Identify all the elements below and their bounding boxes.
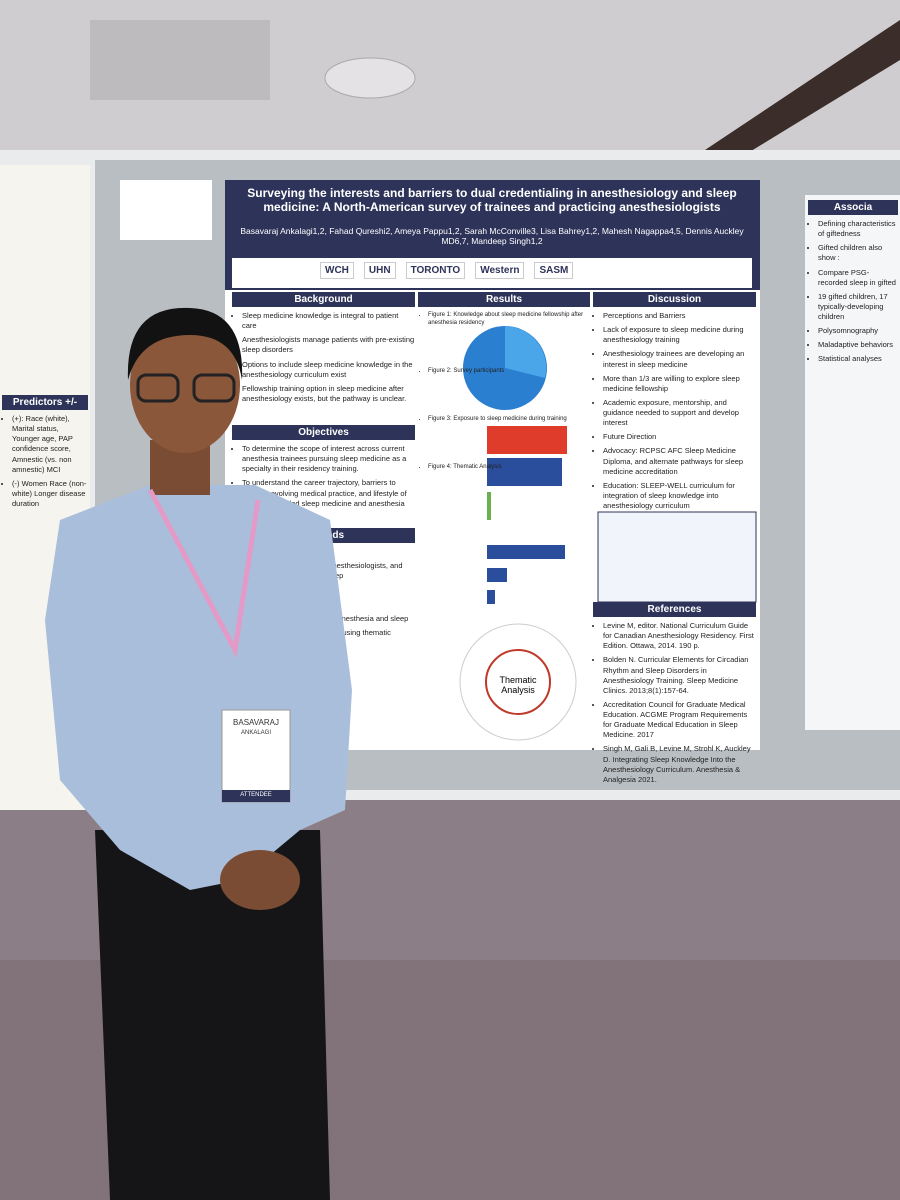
side-heading: Associa — [808, 200, 898, 215]
poster-section: Objectives To determine the scope of inte… — [232, 425, 415, 513]
hands — [220, 850, 300, 910]
side-item: (+): Race (white), Marital status, Young… — [12, 414, 88, 475]
hair — [127, 307, 243, 380]
side-item: 19 gifted children, 17 typically-develop… — [818, 292, 898, 322]
poster-authors: Basavaraj Ankalagi1,2, Fahad Qureshi2, A… — [240, 226, 744, 246]
section-item: Anesthesiology trainees are developing a… — [603, 349, 756, 369]
section-item: Accreditation Council for Graduate Medic… — [603, 700, 756, 741]
side-list: Defining characteristics of giftedness Gi… — [808, 219, 898, 365]
section-list: Levine M, editor. National Curriculum Gu… — [593, 621, 756, 785]
side-item: Polysomnography — [818, 326, 898, 336]
logo: WCH — [320, 262, 354, 279]
vent — [90, 20, 270, 100]
badge-band — [222, 790, 290, 802]
light — [324, 57, 416, 99]
section-heading: Results — [418, 292, 590, 307]
pie-slice — [505, 326, 547, 378]
poster-section: Results Figure 1: Knowledge about sleep m… — [418, 292, 590, 511]
logo: TORONTO — [405, 262, 466, 279]
section-item: Singh M, Gali B, Levine M, Strohl K, Auc… — [603, 744, 756, 785]
section-item: Levine M, editor. National Curriculum Gu… — [603, 621, 756, 651]
section-item: Perceptions and Barriers — [603, 311, 756, 321]
badge-role: ATTENDEE — [240, 792, 272, 798]
poster-section: Background Sleep medicine knowledge is in… — [232, 292, 415, 408]
section-item: Education: SLEEP-WELL curriculum for int… — [603, 481, 756, 511]
bar-deco — [487, 545, 565, 559]
logo: SASM — [534, 262, 574, 279]
section-item: Figure 3: Exposure to sleep medicine dur… — [428, 415, 590, 423]
logo: Western — [475, 262, 525, 279]
logo-strip — [232, 258, 752, 288]
side-item: (-) Women Race (non-white) Longer diseas… — [12, 479, 88, 509]
section-list: To determine the scope of interest acros… — [232, 444, 415, 509]
shirt — [45, 485, 352, 890]
face — [130, 317, 240, 453]
side-list: (+): Race (white), Marital status, Young… — [2, 414, 88, 509]
section-item: Fellowship training option in sleep medi… — [242, 384, 415, 404]
side-heading: Predictors +/- — [2, 395, 88, 410]
section-item: Academic exposure, mentorship, and guida… — [603, 398, 756, 428]
section-item: Figure 2: Survey participants — [428, 367, 590, 375]
bar-deco — [487, 568, 507, 582]
glasses — [192, 373, 236, 403]
side-item: Maladaptive behaviors — [818, 340, 898, 350]
left-poster-text: Predictors +/- (+): Race (white), Marital… — [2, 395, 88, 513]
trousers — [95, 830, 330, 1200]
side-item: Gifted children also show : — [818, 243, 898, 263]
badge — [221, 709, 291, 803]
glasses — [136, 373, 180, 403]
bar-deco — [487, 426, 567, 454]
right-poster-text: Associa Defining characteristics of gifte… — [808, 200, 898, 369]
section-item: Future Direction — [603, 432, 756, 442]
badge-name: BASAVARAJ — [233, 718, 279, 727]
right-poster — [805, 195, 900, 730]
theme-ring — [459, 623, 577, 741]
section-heading: Background — [232, 292, 415, 307]
section-item: More than 1/3 are willing to explore sle… — [603, 374, 756, 394]
logo: UHN — [363, 262, 396, 279]
number-card — [120, 180, 212, 240]
section-heading: Objectives — [232, 425, 415, 440]
section-item: Figure 1: Knowledge about sleep medicine… — [428, 311, 590, 327]
section-item: Options to include sleep medicine knowle… — [242, 360, 415, 380]
thematic-label: Thematic Analysis — [499, 675, 537, 695]
badge-surname: ANKALAGI — [240, 730, 271, 736]
section-heading: Discussion — [593, 292, 756, 307]
logos: WCH UHN TORONTO Western SASM — [320, 262, 740, 279]
section-list: Sleep medicine knowledge is integral to … — [232, 311, 415, 404]
section-item: Advocacy: RCPSC AFC Sleep Medicine Diplo… — [603, 446, 756, 476]
poster-section: References Levine M, editor. National Cur… — [593, 602, 756, 789]
section-item: Figure 4: Thematic Analysis — [428, 463, 590, 471]
section-item: To understand the career trajectory, bar… — [242, 478, 415, 508]
side-item: Defining characteristics of giftedness — [818, 219, 898, 239]
section-list: Figure 1: Knowledge about sleep medicine… — [418, 311, 590, 471]
section-item: Bolden N. Curricular Elements for Circad… — [603, 655, 756, 696]
discussion-figure — [597, 511, 757, 603]
side-item: Compare PSG-recorded sleep in gifted — [818, 268, 898, 288]
section-item: Lack of exposure to sleep medicine durin… — [603, 325, 756, 345]
bar-deco — [487, 590, 495, 604]
section-item: Anesthesiologists manage patients with p… — [242, 335, 415, 355]
section-heading: References — [593, 602, 756, 617]
beam — [690, 20, 900, 170]
theme-center — [485, 649, 551, 715]
side-item: Statistical analyses — [818, 354, 898, 364]
section-list: Perceptions and Barriers Lack of exposure… — [593, 311, 756, 511]
poster-title: Surveying the interests and barriers to … — [247, 186, 737, 214]
section-item: To determine the scope of interest acros… — [242, 444, 415, 474]
bar-deco — [487, 458, 562, 486]
section-item: Sleep medicine knowledge is integral to … — [242, 311, 415, 331]
poster-section: Discussion Perceptions and Barriers Lack o… — [593, 292, 756, 515]
lanyard — [147, 488, 261, 658]
bar-deco — [487, 492, 491, 520]
